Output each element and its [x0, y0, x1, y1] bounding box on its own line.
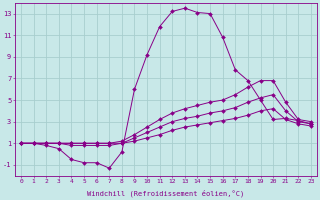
X-axis label: Windchill (Refroidissement éolien,°C): Windchill (Refroidissement éolien,°C) [87, 190, 244, 197]
